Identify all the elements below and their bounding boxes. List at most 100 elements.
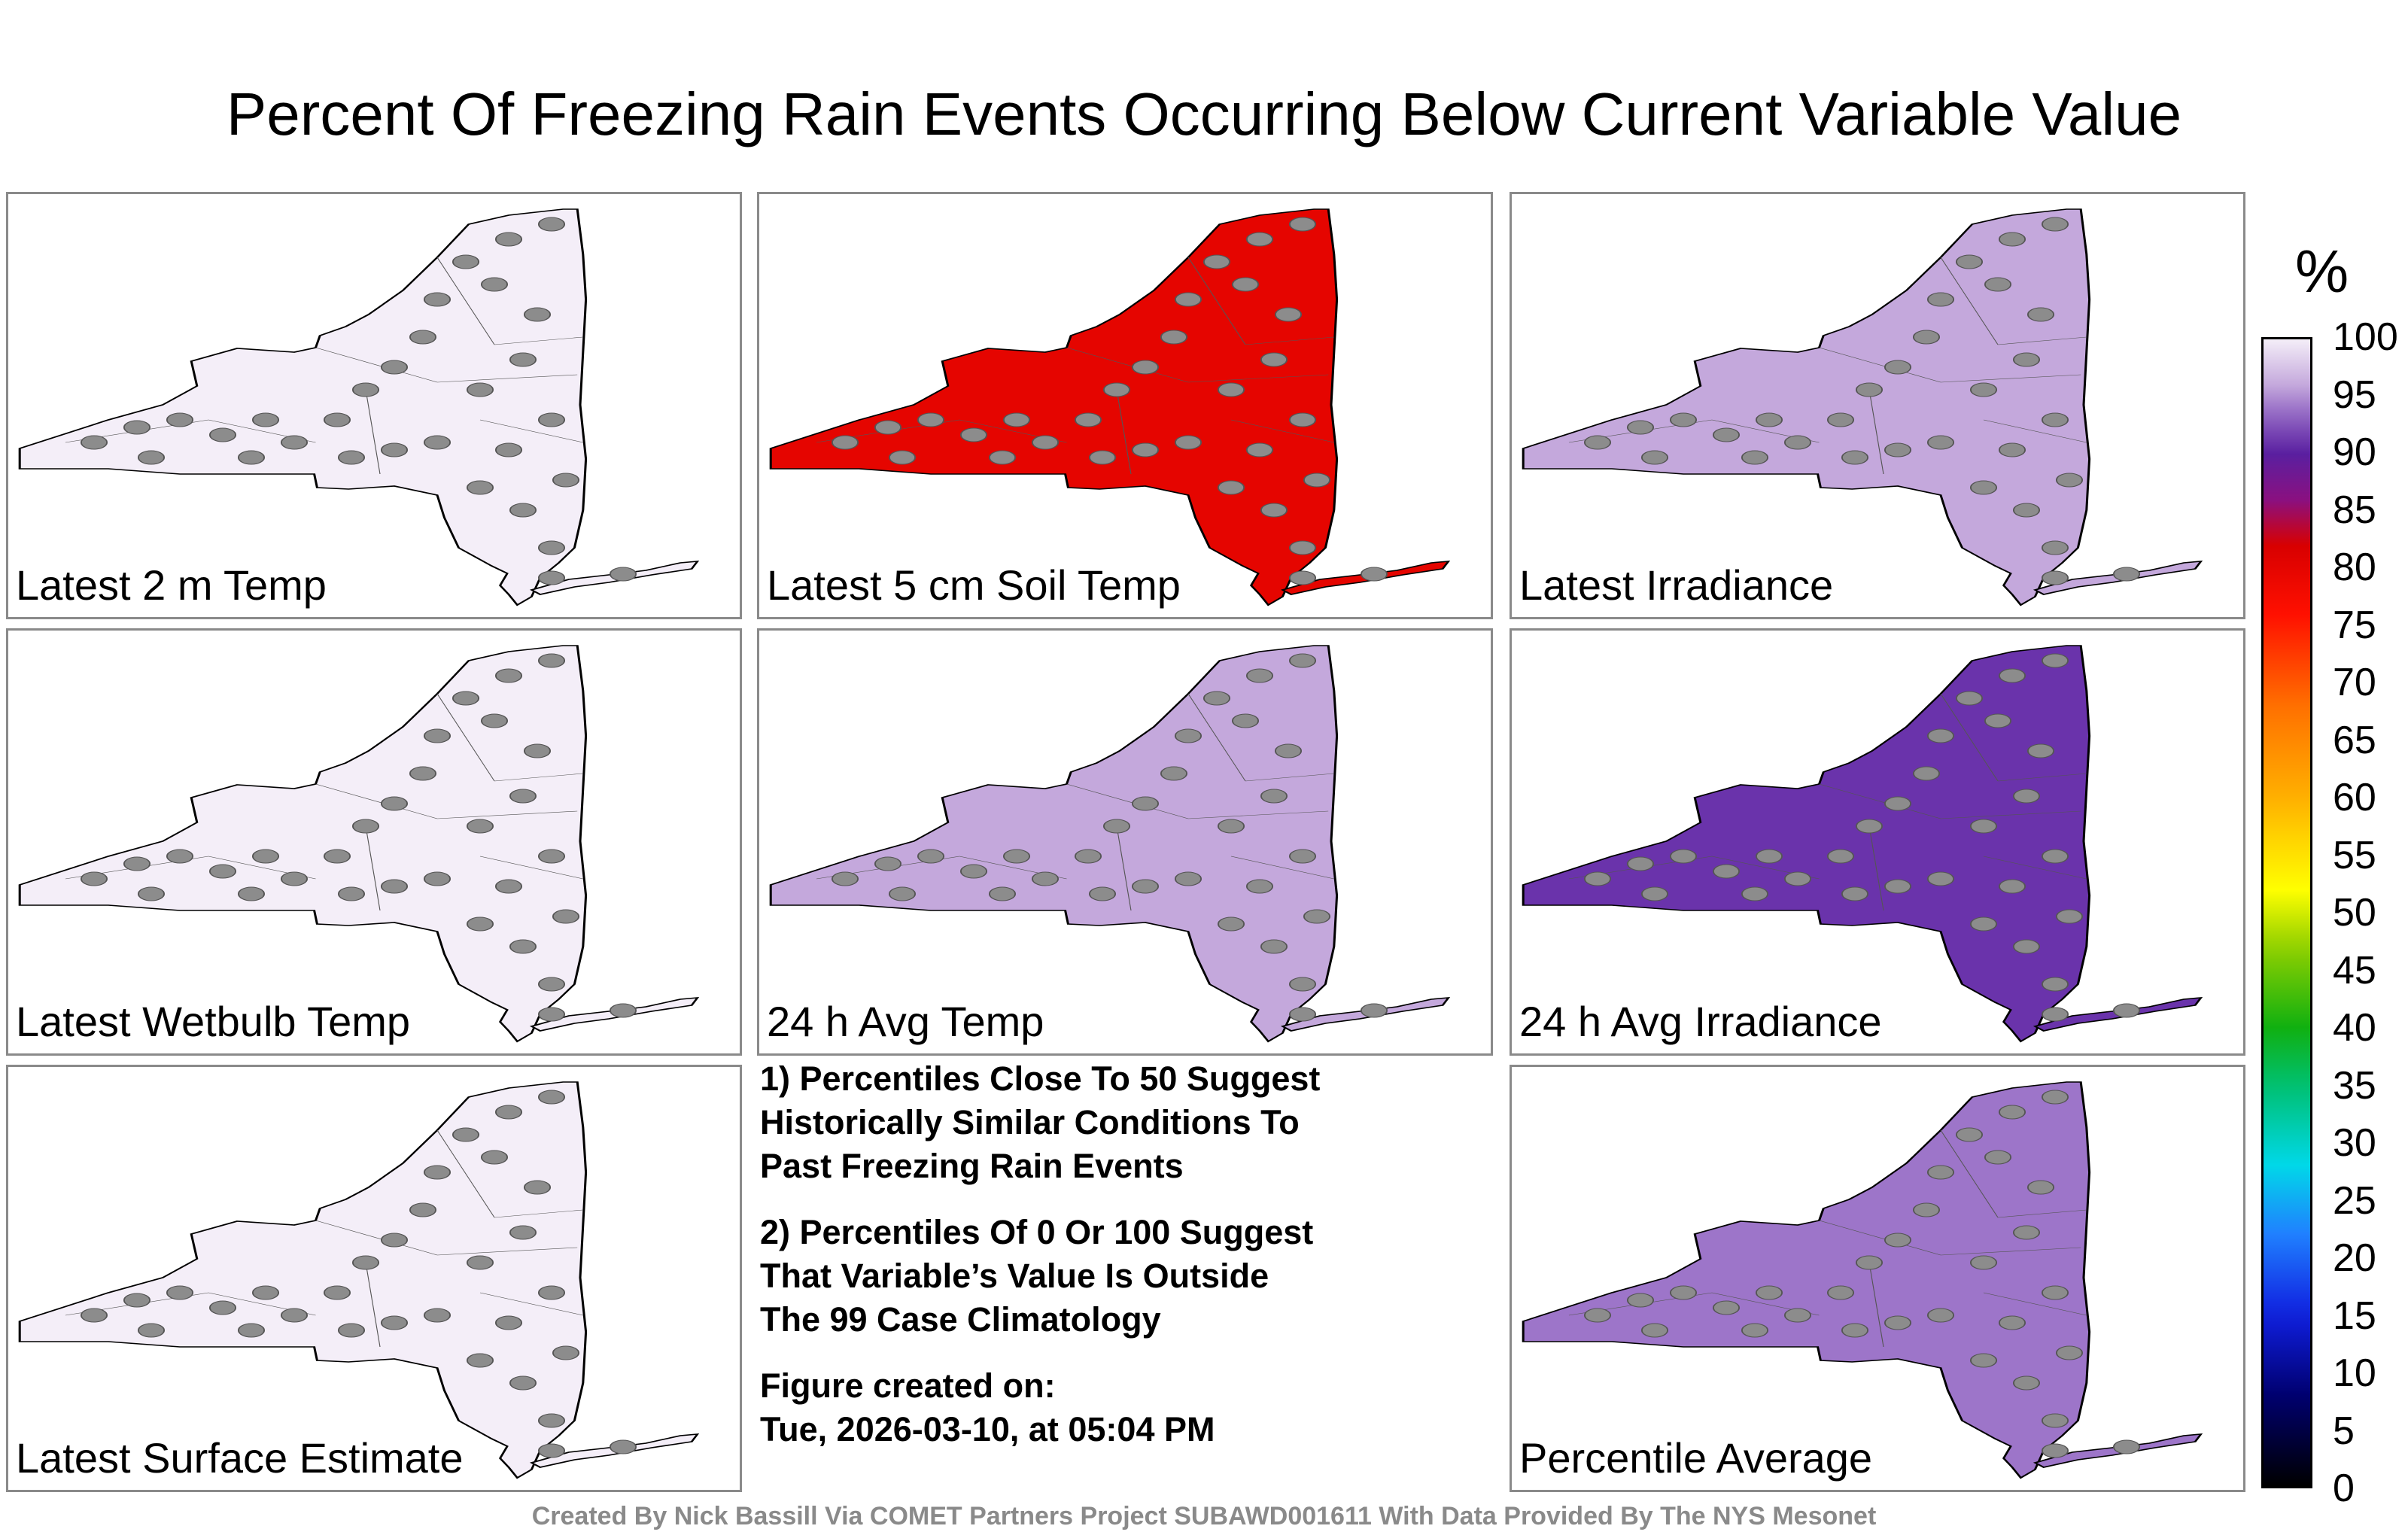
station-marker <box>80 871 108 886</box>
county-boundary <box>1187 257 1246 345</box>
station-marker <box>137 1323 166 1338</box>
station-marker <box>1074 849 1102 864</box>
county-boundary <box>1940 374 2081 383</box>
panel-label: Latest Wetbulb Temp <box>16 998 411 1045</box>
colorbar-tick-label: 90 <box>2333 430 2376 474</box>
station-marker <box>552 1345 580 1360</box>
state-outline <box>18 645 588 1043</box>
station-marker <box>494 879 523 894</box>
station-marker <box>523 743 552 758</box>
station-marker <box>1626 1293 1655 1308</box>
station-marker <box>537 540 566 555</box>
county-boundary <box>1819 783 1941 819</box>
station-marker <box>1202 254 1231 269</box>
station-marker <box>1912 766 1941 781</box>
station-marker <box>337 450 366 465</box>
station-marker <box>1260 789 1288 804</box>
county-boundary <box>1940 257 1999 345</box>
station-marker <box>409 330 437 345</box>
panel-label: Latest 5 cm Soil Temp <box>767 561 1181 609</box>
county-boundary <box>1997 336 2087 345</box>
station-marker <box>208 1300 237 1315</box>
county-boundary <box>436 1129 495 1218</box>
station-marker <box>2012 352 2041 367</box>
station-marker <box>1984 277 2012 292</box>
station-marker <box>466 819 494 834</box>
county-boundary <box>1868 1262 1884 1348</box>
station-marker <box>537 1443 566 1458</box>
note-2: 2) Percentiles Of 0 Or 100 Suggest That … <box>760 1213 1314 1339</box>
station-marker <box>423 728 451 743</box>
station-marker <box>1583 1308 1612 1323</box>
station-marker <box>2055 473 2084 488</box>
station-marker <box>1288 540 1317 555</box>
station-marker <box>509 939 537 954</box>
station-marker <box>1826 412 1855 427</box>
county-boundary <box>479 1292 584 1316</box>
station-marker <box>409 766 437 781</box>
county-boundary <box>436 1247 578 1256</box>
station-marker <box>323 1285 351 1300</box>
station-marker <box>1826 1285 1855 1300</box>
ny-state-map <box>1522 208 2203 606</box>
station-marker <box>480 713 509 728</box>
station-marker <box>351 1255 380 1270</box>
station-marker <box>2041 977 2069 992</box>
station-marker <box>1755 849 1783 864</box>
county-boundary <box>365 825 381 911</box>
station-marker <box>1002 412 1031 427</box>
colorbar-tick-label: 70 <box>2333 661 2376 704</box>
station-marker <box>1669 412 1698 427</box>
station-marker <box>1231 713 1260 728</box>
county-boundary <box>1187 693 1246 782</box>
station-marker <box>1174 435 1202 450</box>
station-marker <box>1174 728 1202 743</box>
station-marker <box>280 1308 309 1323</box>
station-marker <box>1640 886 1669 901</box>
station-marker <box>123 420 151 435</box>
station-marker <box>609 1439 637 1454</box>
station-marker <box>1174 871 1202 886</box>
county-boundary <box>436 810 578 819</box>
station-marker <box>451 254 480 269</box>
colorbar-tick-label: 20 <box>2333 1236 2376 1280</box>
station-marker <box>2041 653 2069 668</box>
station-marker <box>1288 977 1317 992</box>
station-marker <box>494 1105 523 1120</box>
county-boundary <box>1940 1129 1999 1218</box>
station-marker <box>1783 1308 1812 1323</box>
station-marker <box>1217 819 1245 834</box>
station-marker <box>552 909 580 924</box>
county-boundary <box>1187 374 1329 383</box>
county-boundary <box>494 336 583 345</box>
station-marker <box>1826 849 1855 864</box>
panel-latest-wetbulb-temp: Latest Wetbulb Temp <box>6 628 742 1056</box>
colorbar <box>2261 337 2312 1488</box>
county-boundary <box>1116 825 1132 911</box>
station-marker <box>323 849 351 864</box>
station-marker <box>1360 567 1388 582</box>
colorbar-tick-label: 15 <box>2333 1293 2376 1338</box>
station-marker <box>1260 939 1288 954</box>
station-marker <box>1583 435 1612 450</box>
colorbar-tick-label: 0 <box>2333 1467 2355 1510</box>
panel-latest-irradiance: Latest Irradiance <box>1510 192 2245 619</box>
county-boundary <box>315 347 438 383</box>
station-marker <box>1640 1323 1669 1338</box>
colorbar-tick-label: 30 <box>2333 1121 2376 1165</box>
station-marker <box>523 1180 552 1195</box>
station-marker <box>1841 1323 1869 1338</box>
station-marker <box>480 277 509 292</box>
note-1: 1) Percentiles Close To 50 Suggest Histo… <box>760 1059 1321 1185</box>
station-marker <box>1274 743 1303 758</box>
station-marker <box>1640 450 1669 465</box>
colorbar-tick-label: 10 <box>2333 1351 2376 1395</box>
station-marker <box>1102 819 1131 834</box>
station-marker <box>337 1323 366 1338</box>
station-marker <box>609 567 637 582</box>
ny-state-map <box>18 208 700 606</box>
station-marker <box>1855 1255 1884 1270</box>
station-marker <box>451 1127 480 1142</box>
station-marker <box>537 849 566 864</box>
station-marker <box>609 1003 637 1018</box>
